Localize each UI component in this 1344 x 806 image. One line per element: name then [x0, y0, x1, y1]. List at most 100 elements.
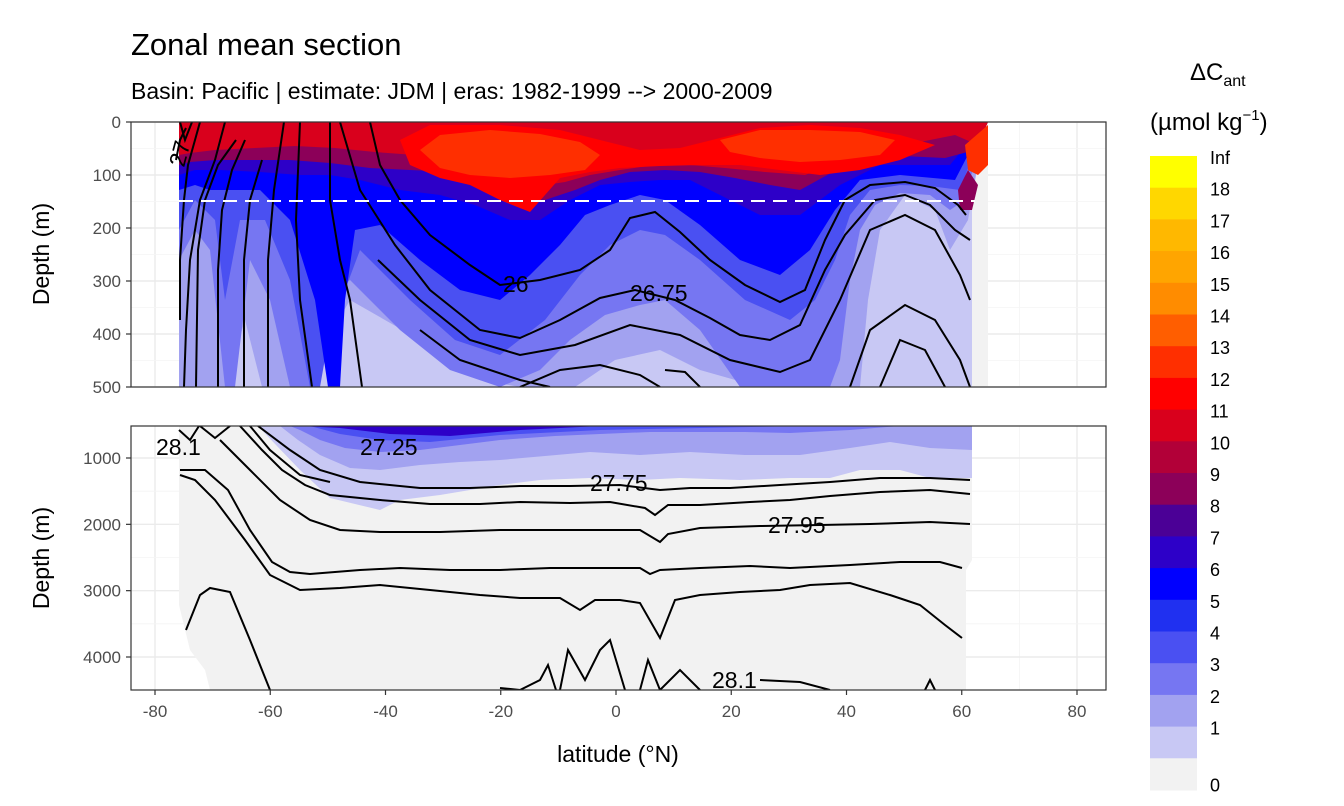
legend-unit: (µmol kg−1): [1150, 107, 1268, 136]
field-level-6: [300, 426, 600, 436]
legend-key-label: 5: [1210, 592, 1220, 612]
contour-line: [175, 127, 187, 161]
legend-color-key: [1150, 631, 1197, 664]
legend-key-label: 17: [1210, 211, 1230, 231]
contour-line: [257, 426, 971, 492]
legend-color-key: [1150, 377, 1197, 411]
y-tick-label: 500: [93, 378, 121, 397]
legend-key-label: 8: [1210, 497, 1220, 517]
legend-key-label: Inf: [1210, 148, 1231, 168]
contour-line: [377, 213, 971, 374]
y-tick-label: 100: [93, 166, 121, 185]
legend-color-key: [1150, 346, 1197, 379]
lower-y-axis-ticks: 1000 2000 3000 4000: [83, 449, 131, 667]
y-axis-label-lower: Depth (m): [28, 507, 54, 609]
contour-line: [179, 122, 193, 144]
upper-panel: 26 26.75 27: [130, 121, 1107, 388]
legend-key-label: 11: [1210, 402, 1229, 422]
x-tick-label: -60: [258, 702, 283, 721]
legend-key-label: 9: [1210, 465, 1220, 485]
contour-line: [419, 329, 551, 387]
contour-line: [339, 122, 971, 342]
x-axis-label: latitude (°N): [557, 741, 679, 767]
upper-panel-border: [130, 121, 1107, 388]
contour-line: [664, 369, 701, 387]
legend-key-label: 4: [1210, 624, 1220, 644]
legend-color-key: [1150, 282, 1197, 315]
contour-line: [294, 122, 313, 387]
x-tick-label: 80: [1068, 702, 1087, 721]
contour-line: [179, 122, 201, 320]
y-tick-label: 4000: [83, 648, 121, 667]
x-tick-label: -20: [488, 702, 513, 721]
legend-color-key: [1150, 599, 1197, 632]
legend-key-label: 3: [1210, 655, 1220, 675]
contour-line: [879, 338, 946, 387]
legend-color-key: [1150, 251, 1197, 284]
y-tick-label: 1000: [83, 449, 121, 468]
legend-color-key: [1150, 726, 1197, 759]
legend-color-key: [1150, 314, 1197, 347]
legend-key-label: 1: [1210, 719, 1220, 739]
y-tick-label: 400: [93, 325, 121, 344]
x-tick-label: 40: [837, 702, 856, 721]
contour-line: [217, 139, 246, 387]
upper-panel-field: 26 26.75 27: [164, 122, 988, 387]
contour-line: [519, 363, 661, 387]
chart-subtitle: Basin: Pacific | estimate: JDM | eras: 1…: [131, 78, 773, 104]
contour-label: 28.1: [156, 434, 201, 460]
contour-line: [369, 122, 967, 304]
legend-title: ΔCant: [1190, 59, 1246, 90]
contour-label: 27.75: [590, 470, 648, 496]
contour-label: 26: [503, 271, 529, 297]
contour-line: [179, 474, 963, 641]
legend-color-key: [1150, 758, 1197, 791]
lower-panel-border: [130, 425, 1107, 691]
contour-line: [239, 426, 971, 517]
legend-color-key: [1150, 219, 1197, 252]
contour-line: [249, 426, 331, 483]
lower-panel-field: 27.25 27.75 27.95 28.1 28.1: [156, 426, 972, 693]
lower-isopycnal-contours: [178, 426, 971, 690]
x-tick-label: 0: [611, 702, 620, 721]
contour-line: [219, 439, 971, 544]
x-tick-label: 20: [722, 702, 741, 721]
contour-line: [849, 303, 971, 387]
legend-key-label: 18: [1210, 180, 1230, 200]
x-tick-label: -40: [373, 702, 398, 721]
contour-line: [924, 677, 936, 690]
legend-color-key: [1150, 694, 1197, 728]
legend-key-label: 2: [1210, 687, 1220, 707]
contour-line: [499, 662, 557, 690]
contour-label: 27.95: [768, 512, 826, 538]
contour-line: [180, 469, 963, 576]
contour-line: [759, 679, 831, 690]
upper-isopycnal-contours: [175, 122, 971, 387]
legend-key-label: 7: [1210, 528, 1220, 548]
legend-color-key: [1150, 441, 1197, 474]
contour-line: [185, 586, 271, 690]
legend-key-label: 13: [1210, 338, 1230, 358]
legend-key-label: 14: [1210, 307, 1230, 327]
legend-key-label: 10: [1210, 433, 1230, 453]
lower-panel: 27.25 27.75 27.95 28.1 28.1: [130, 425, 1107, 693]
legend-color-key: [1150, 156, 1197, 189]
contour-label: 27.25: [360, 434, 418, 460]
contour-line: [639, 656, 701, 690]
legend-color-key: [1150, 663, 1197, 696]
y-tick-label: 0: [112, 113, 121, 132]
x-axis-ticks: -80 -60 -40 -20 0 20 40 60 80: [143, 690, 1087, 721]
field-level-13-right-edge: [965, 125, 988, 175]
legend-color-key: [1150, 536, 1197, 569]
contour-line: [178, 426, 200, 442]
y-tick-label: 3000: [83, 582, 121, 601]
contour-line: [243, 159, 263, 387]
x-tick-label: 60: [952, 702, 971, 721]
contour-line: [267, 122, 285, 387]
contour-line: [199, 426, 231, 440]
legend: ΔCant (µmol kg−1) Inf1817161514131211109…: [1150, 59, 1268, 795]
field-level-14b: [720, 130, 895, 162]
contour-label: 28.1: [712, 667, 757, 693]
